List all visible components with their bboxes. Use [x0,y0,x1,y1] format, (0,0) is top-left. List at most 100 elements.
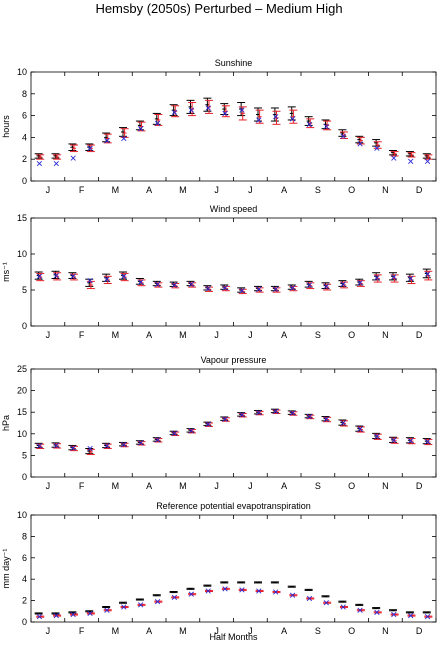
y-tick-label: 0 [22,321,27,331]
x-marker-point [138,440,144,446]
x-marker-stroke [424,271,431,277]
x-marker-point [53,272,59,279]
x-marker-stroke [340,604,346,610]
x-marker-point [154,120,161,126]
x-tick-label-month: J [248,481,253,491]
x-tick-label-month: N [382,481,389,491]
x-marker-point [273,114,279,120]
x-marker-stroke [289,285,296,291]
x-marker-point [188,428,194,434]
x-marker-point [70,611,76,618]
x-marker-point [188,281,194,287]
x-marker-stroke [273,589,279,595]
y-tick-label: 10 [17,510,27,520]
x-tick-label-month: N [382,185,389,195]
x-marker-stroke [408,438,414,444]
x-tick-label-month: O [348,481,355,491]
y-tick-label: 6 [22,553,27,563]
x-marker-point [121,273,127,279]
x-marker-stroke [171,594,178,601]
y-tick-label: 10 [17,67,27,77]
x-tick-label-month: A [146,626,152,636]
x-tick-label-month: A [281,330,287,340]
x-marker-stroke [36,443,43,449]
x-marker-point [340,420,346,426]
x-marker-stroke [104,276,110,282]
x-tick-label-month: M [179,626,187,636]
x-marker-stroke [70,611,76,618]
x-marker-point [87,445,93,452]
x-marker-stroke [70,445,76,451]
x-marker-stroke [154,599,161,605]
x-tick-label-month: M [112,330,120,340]
x-marker-stroke [340,281,346,287]
x-marker-point [323,600,329,606]
x-marker-point [104,276,110,282]
x-tick-label-month: D [416,481,423,491]
x-tick-label-month: J [46,185,51,195]
x-marker-point [306,121,313,127]
x-marker-point [104,443,110,449]
x-marker-stroke [154,120,161,126]
y-tick-label: 10 [17,429,27,439]
y-tick-label: 8 [22,531,27,541]
x-marker-stroke [188,591,194,597]
x-marker-stroke [256,286,262,292]
x-marker-point [138,279,144,285]
x-tick-label-month: S [315,185,321,195]
x-marker-stroke [154,437,161,443]
panel-title: Reference potential evapotranspiration [156,501,311,511]
x-marker-stroke [357,280,363,286]
x-marker-stroke [408,158,414,164]
x-marker-stroke [121,441,127,448]
x-tick-label-month: F [79,330,85,340]
x-marker-point [289,592,296,598]
x-marker-stroke [53,160,59,167]
chart-panel-2: Wind speed 0 5 10 15 ms⁻¹ J F M A M J J A S O N D [1,204,437,340]
x-marker-stroke [138,279,144,285]
x-tick-label-month: M [179,481,187,491]
x-marker-point [36,443,43,449]
x-marker-stroke [273,408,279,414]
x-marker-point [154,599,161,605]
x-marker-point [289,116,296,122]
chart-panel-4: Reference potential evapotranspiration 0 2… [1,501,437,636]
x-marker-stroke [306,121,313,127]
y-tick-label: 20 [17,386,27,396]
x-marker-stroke [36,614,43,620]
x-marker-stroke [36,273,43,279]
x-marker-point [121,135,127,142]
x-marker-stroke [340,420,346,426]
x-marker-point [171,109,178,115]
x-marker-point [306,413,313,420]
x-marker-stroke [87,445,93,452]
y-tick-label: 15 [17,407,27,417]
x-marker-point [357,426,363,432]
x-marker-stroke [289,410,296,416]
x-marker-stroke [374,609,380,615]
x-marker-point [205,421,211,427]
plot-frame [30,71,437,182]
x-marker-stroke [408,612,414,619]
x-marker-stroke [121,135,127,142]
x-marker-point [222,416,228,422]
panel-title: Vapour pressure [201,355,267,365]
x-marker-point [222,586,228,592]
x-marker-point [70,273,76,279]
x-marker-stroke [289,592,296,598]
chart-panel-1: Sunshine 0 2 4 6 8 10 hours J F M A M J J A S O N D [1,58,437,195]
x-tick-label-month: A [281,626,287,636]
x-tick-label-month: J [214,330,219,340]
x-tick-label-month: M [179,330,187,340]
x-marker-stroke [424,158,431,164]
x-marker-point [222,110,228,117]
x-marker-stroke [138,440,144,446]
x-tick-label-month: J [248,185,253,195]
x-tick-label-month: D [416,330,423,340]
x-marker-point [36,273,43,279]
x-marker-point [171,430,178,436]
y-axis-label: hPa [1,415,11,431]
y-tick-label: 25 [17,364,27,374]
x-marker-point [424,438,431,445]
x-marker-stroke [239,107,245,113]
